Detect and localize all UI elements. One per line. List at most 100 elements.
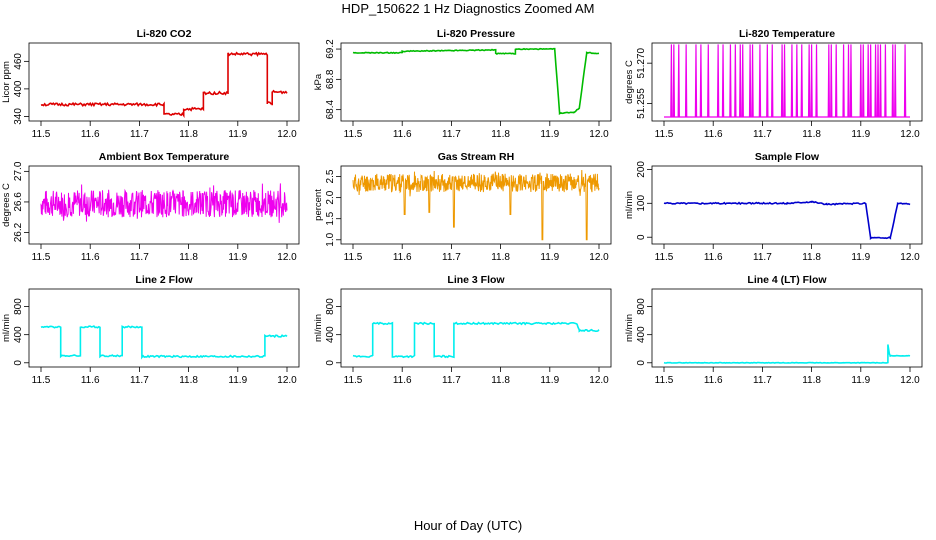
y-tick-label: 200 <box>636 161 647 178</box>
y-tick-label: 2.5 <box>325 169 336 183</box>
x-tick-label: 11.5 <box>655 252 674 263</box>
y-axis-label: kPa <box>313 73 324 90</box>
panel-title: Li-820 CO2 <box>137 28 192 40</box>
x-tick-label: 11.6 <box>704 375 723 386</box>
x-tick-label: 11.9 <box>851 375 870 386</box>
x-tick-label: 11.7 <box>130 252 149 263</box>
plot-frame <box>340 42 612 122</box>
x-tick-label: 12.0 <box>589 375 609 386</box>
x-tick-label: 11.7 <box>442 252 461 263</box>
y-tick-label: 0 <box>636 360 647 366</box>
panel-title: Line 3 Flow <box>447 274 505 286</box>
series-line <box>664 44 910 118</box>
panel-p5: Gas Stream RH percent 11.5 11.6 11.7 11.8 11.9… <box>313 151 612 263</box>
series-line <box>40 51 288 119</box>
panel-p2: Li-820 Pressure kPa 11.5 11.6 11.7 11.8 11.9 12… <box>313 28 612 140</box>
x-tick-label: 11.8 <box>491 375 510 386</box>
x-tick-label: 11.9 <box>228 129 247 140</box>
panel-title: Sample Flow <box>755 151 820 163</box>
plot-frame <box>340 288 612 368</box>
figure-title: HDP_150622 1 Hz Diagnostics Zoomed AM <box>341 1 595 16</box>
x-tick-label: 11.9 <box>228 252 247 263</box>
panel-title: Gas Stream RH <box>438 151 514 163</box>
plot-frame <box>651 42 923 122</box>
y-tick-label: 0 <box>13 360 24 366</box>
y-tick-label: 340 <box>13 108 24 125</box>
x-tick-label: 11.5 <box>344 375 363 386</box>
x-tick-label: 11.7 <box>130 375 149 386</box>
panel-title: Line 2 Flow <box>135 274 193 286</box>
series-line <box>40 183 288 223</box>
x-tick-label: 11.9 <box>228 375 247 386</box>
x-tick-label: 11.8 <box>179 375 198 386</box>
x-tick-label: 11.7 <box>753 252 772 263</box>
x-tick-label: 11.8 <box>802 252 821 263</box>
y-tick-label: 26.2 <box>13 222 24 242</box>
y-tick-label: 400 <box>13 326 24 343</box>
x-axis-title: Hour of Day (UTC) <box>413 518 523 533</box>
panel-p8: Line 3 Flow ml/min 11.5 11.6 11.7 11.8 11.9 12.… <box>313 274 612 386</box>
y-tick-label: 800 <box>13 298 24 315</box>
y-axis-label: ml/min <box>624 314 635 342</box>
x-tick-label: 11.6 <box>81 252 100 263</box>
x-tick-label: 12.0 <box>589 129 609 140</box>
x-tick-label: 12.0 <box>589 252 609 263</box>
panel-p1: Li-820 CO2 Licor ppm 11.5 11.6 11.7 11.8 11.9 1… <box>1 28 300 140</box>
y-tick-label: 51.255 <box>636 88 647 119</box>
y-tick-label: 1.0 <box>325 232 336 246</box>
x-tick-label: 11.5 <box>344 252 363 263</box>
plot-frame <box>651 165 923 245</box>
y-tick-label: 68.8 <box>325 69 336 89</box>
x-tick-label: 11.6 <box>704 129 723 140</box>
x-tick-label: 11.6 <box>81 375 100 386</box>
y-axis-label: ml/min <box>1 314 12 342</box>
y-tick-label: 400 <box>325 326 336 343</box>
x-tick-label: 12.0 <box>277 129 297 140</box>
x-tick-label: 11.7 <box>753 129 772 140</box>
y-axis-label: degrees C <box>1 183 12 227</box>
panel-p9: Line 4 (LT) Flow ml/min 11.5 11.6 11.7 11.8 11… <box>624 274 923 386</box>
series-line <box>663 200 911 241</box>
x-tick-label: 11.5 <box>344 129 363 140</box>
x-tick-label: 11.8 <box>491 252 510 263</box>
y-tick-label: 26.6 <box>13 192 24 212</box>
x-tick-label: 12.0 <box>277 252 297 263</box>
x-tick-label: 11.9 <box>851 252 870 263</box>
x-tick-label: 12.0 <box>900 375 920 386</box>
x-tick-label: 11.5 <box>655 129 674 140</box>
y-tick-label: 0 <box>636 234 647 240</box>
plot-frame <box>28 288 300 368</box>
y-axis-label: ml/min <box>624 191 635 219</box>
y-tick-label: 460 <box>13 53 24 70</box>
y-axis-label: percent <box>313 189 324 221</box>
series-line <box>352 321 600 359</box>
x-tick-label: 11.5 <box>32 375 51 386</box>
y-tick-label: 400 <box>13 80 24 97</box>
x-tick-label: 11.5 <box>32 252 51 263</box>
plot-frame <box>340 165 612 245</box>
x-tick-label: 11.8 <box>491 129 510 140</box>
panel-title: Li-820 Pressure <box>437 28 515 40</box>
x-tick-label: 11.8 <box>802 129 821 140</box>
panel-p6: Sample Flow ml/min 11.5 11.6 11.7 11.8 11.9 12.… <box>624 151 923 263</box>
panel-p3: Li-820 Temperature degrees C 11.5 11.6 11.7 1… <box>624 28 923 140</box>
x-tick-label: 11.7 <box>442 129 461 140</box>
y-tick-label: 400 <box>636 326 647 343</box>
y-axis-label: degrees C <box>624 60 635 104</box>
x-tick-label: 11.6 <box>393 129 412 140</box>
y-tick-label: 69.2 <box>325 39 336 59</box>
x-tick-label: 11.8 <box>179 252 198 263</box>
panel-p4: Ambient Box Temperature degrees C 11.5 11.6… <box>1 151 300 263</box>
plot-frame <box>651 288 923 368</box>
y-tick-label: 800 <box>325 298 336 315</box>
y-tick-label: 27.0 <box>13 161 24 181</box>
panel-p7: Line 2 Flow ml/min 11.5 11.6 11.7 11.8 11.9 12.… <box>1 274 300 386</box>
y-tick-label: 51.270 <box>636 47 647 78</box>
x-tick-label: 12.0 <box>900 129 920 140</box>
x-tick-label: 11.9 <box>851 129 870 140</box>
x-tick-label: 11.6 <box>393 375 412 386</box>
series-line <box>40 325 288 360</box>
x-tick-label: 11.5 <box>655 375 674 386</box>
panel-title: Ambient Box Temperature <box>99 151 230 163</box>
